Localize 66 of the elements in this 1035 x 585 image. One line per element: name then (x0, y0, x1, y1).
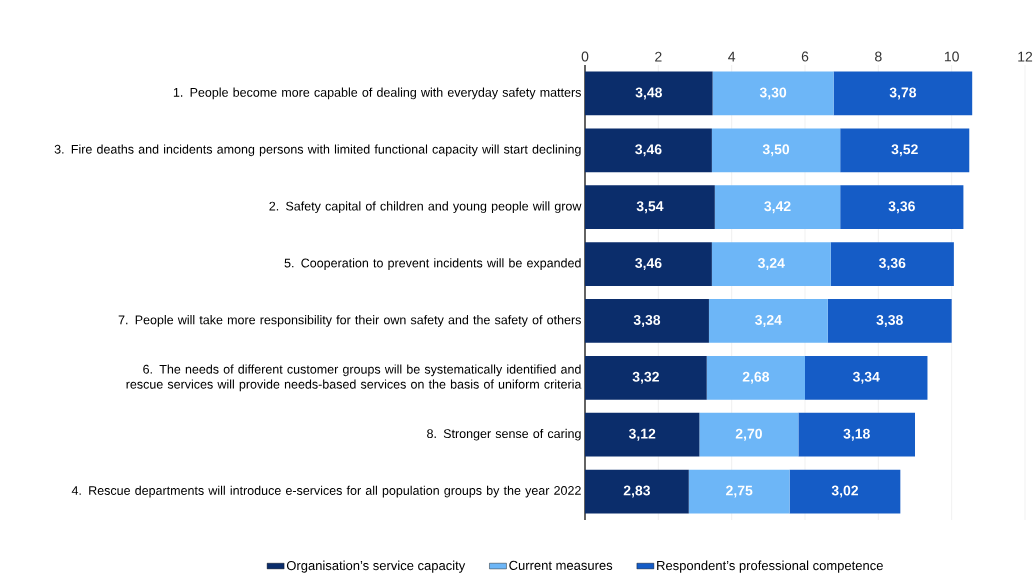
x-tick-label: 2 (655, 51, 662, 62)
data-label: 3,34 (852, 371, 880, 384)
legend-label: Respondent’s professional competence (657, 560, 883, 573)
bar (708, 299, 828, 343)
y-tick-label: 4. Rescue departments will introduce e-services for all population groups by the year 2022 (71, 485, 581, 498)
y-tick-label: 3. Fire deaths and incidents among persons with limited functional capacity will start declining (54, 144, 581, 157)
data-label: 3,78 (889, 87, 917, 100)
data-label: 3,02 (831, 485, 859, 498)
bar (833, 71, 973, 116)
data-label: 3,46 (635, 144, 662, 157)
bar (840, 128, 970, 173)
data-label: 2,83 (623, 485, 651, 498)
bar (585, 128, 712, 173)
data-label: 3,52 (891, 144, 918, 157)
data-label: 3,32 (632, 371, 659, 384)
y-tick-label: 5. Cooperation to prevent incidents will be expanded (284, 258, 581, 270)
data-label: 2,68 (742, 371, 770, 384)
data-label: 3,36 (888, 201, 915, 214)
bar (585, 469, 689, 514)
bar (706, 355, 805, 400)
bar (830, 242, 954, 286)
bar (585, 299, 709, 343)
y-tick-label: 7. People will take more responsibility for their own safety and the safety of others (118, 315, 581, 327)
data-label: 3,18 (843, 428, 870, 441)
data-label: 3,38 (633, 314, 661, 327)
y-tick-label: 8. Stronger sense of caring (427, 428, 581, 441)
data-label: 3,50 (762, 144, 790, 157)
data-label: 3,38 (876, 314, 903, 327)
y-tick-label: 2. Safety capital of children and young people will grow (269, 201, 582, 214)
x-tick-label: 12 (1018, 51, 1033, 62)
bar (585, 412, 700, 457)
data-label: 2,70 (735, 428, 762, 441)
bar (585, 242, 712, 286)
bar (827, 299, 952, 343)
x-tick-label: 8 (875, 51, 882, 62)
data-label: 3,46 (635, 258, 662, 271)
bar (840, 185, 964, 230)
bar (585, 355, 707, 400)
x-tick-label: 10 (944, 51, 959, 62)
bar (789, 469, 901, 514)
y-tick-label: 1. People become more capable of dealing with everyday safety matters (173, 87, 581, 100)
bar (711, 128, 841, 173)
data-label: 2,75 (726, 485, 753, 498)
bar (798, 412, 915, 457)
legend-label: Organisation’s service capacity (286, 560, 466, 573)
data-label: 3,24 (757, 258, 785, 271)
x-tick-label: 0 (581, 51, 589, 62)
data-label: 3,48 (635, 87, 662, 100)
bar (805, 355, 928, 400)
data-label: 3,36 (878, 258, 906, 271)
bar (712, 71, 834, 116)
legend-label: Current measures (509, 560, 613, 570)
y-tick-label: 6. The needs of different customer groups will be systematically identified and rescue services will provide needs-based services on the basis of uniform criteria (126, 364, 582, 392)
data-label: 3,30 (759, 87, 787, 100)
bar (688, 469, 790, 514)
data-label: 3,12 (628, 428, 656, 441)
bar (714, 185, 841, 230)
data-label: 3,24 (755, 314, 782, 327)
bar (699, 412, 799, 457)
bar (585, 71, 713, 116)
bar (585, 185, 715, 230)
bar (711, 242, 831, 286)
data-label: 3,54 (636, 201, 664, 214)
data-label: 3,42 (764, 201, 791, 214)
x-tick-label: 6 (801, 51, 809, 62)
x-tick-label: 4 (728, 51, 736, 62)
